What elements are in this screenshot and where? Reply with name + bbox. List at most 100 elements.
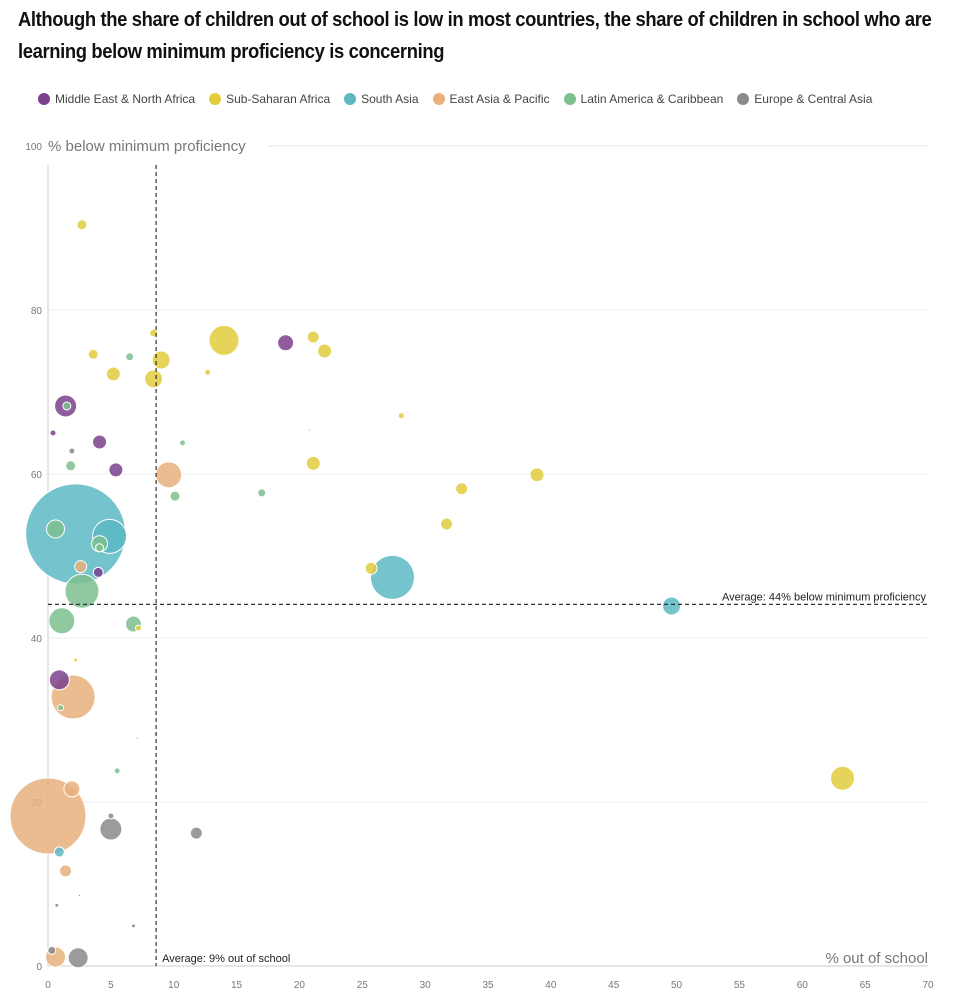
bubble-point (169, 490, 181, 502)
bubble-point (48, 607, 76, 635)
bubble-point (208, 324, 240, 356)
legend-dot-icon (38, 93, 50, 105)
bubble-point (49, 429, 57, 437)
bubble-point (179, 439, 187, 447)
legend-item[interactable]: Latin America & Caribbean (563, 92, 724, 106)
bubble-point (105, 366, 121, 382)
x-tick-label: 45 (608, 980, 620, 991)
bubble-point (99, 817, 123, 841)
bubble-point (307, 428, 312, 432)
bubble-point (59, 864, 73, 878)
bubble-point (73, 657, 79, 663)
legend-label: Middle East & North Africa (55, 92, 196, 106)
bubble-point (144, 369, 164, 389)
legend-item[interactable]: East Asia & Pacific (432, 92, 550, 106)
x-tick-label: 35 (482, 980, 494, 991)
average-x-label: Average: 9% out of school (162, 953, 290, 965)
legend-label: Sub-Saharan Africa (226, 92, 331, 106)
legend-item[interactable]: South Asia (344, 92, 419, 106)
bubble-point (306, 330, 320, 344)
bubble-point (65, 460, 77, 472)
x-tick-label: 65 (860, 980, 872, 991)
bubble-point (87, 348, 99, 360)
bubble-point (95, 543, 105, 553)
bubble-point (364, 561, 378, 575)
x-tick-label: 55 (734, 980, 746, 991)
bubble-point (257, 488, 267, 498)
y-tick-label: 0 (36, 962, 42, 973)
bubble-point (46, 519, 66, 539)
bubble-point (455, 482, 469, 496)
legend-label: Latin America & Caribbean (580, 92, 724, 106)
bubble-point (135, 624, 143, 632)
bubble-point (125, 352, 135, 362)
x-tick-label: 30 (420, 980, 432, 991)
bubble-point (113, 767, 121, 775)
legend-dot-icon (209, 93, 222, 105)
legend-dot-icon (737, 93, 750, 105)
bubble-point (317, 343, 333, 359)
bubble-point (74, 560, 88, 574)
legend-dot-icon (563, 93, 576, 105)
y-tick-label: 80 (31, 306, 43, 317)
x-axis-label: % out of school (825, 950, 928, 967)
x-tick-label: 0 (45, 980, 51, 991)
legend-item[interactable]: Europe & Central Asia (737, 92, 872, 106)
x-tick-label: 25 (357, 980, 369, 991)
bubble-point (204, 368, 212, 376)
bubble-point (440, 517, 454, 531)
bubble-point (135, 736, 139, 740)
bubble-point (62, 401, 72, 411)
legend-label: East Asia & Pacific (449, 92, 550, 106)
bubble-point (76, 219, 88, 231)
legend: Middle East & North Africa Sub-Saharan Af… (38, 92, 872, 106)
legend-label: Europe & Central Asia (754, 92, 873, 106)
average-y-label: Average: 44% below minimum proficiency (722, 591, 926, 603)
bubble-point (64, 573, 100, 609)
legend-label: South Asia (361, 92, 419, 106)
bubble-point (57, 704, 65, 712)
x-tick-label: 70 (922, 980, 934, 991)
bubble-point (107, 812, 115, 820)
bubble-point (48, 669, 70, 691)
bubble-point (9, 777, 87, 855)
x-tick-label: 50 (671, 980, 683, 991)
bubble-point (54, 902, 60, 908)
bubble-point (77, 893, 82, 898)
bubble-point (92, 434, 108, 450)
bubble-point (277, 334, 295, 352)
legend-dot-icon (432, 93, 445, 105)
y-tick-label: 40 (31, 634, 43, 645)
y-axis-label: % below minimum proficiency (48, 138, 246, 155)
bubble-point (369, 554, 415, 600)
y-tick-label: 60 (31, 470, 43, 481)
x-tick-label: 20 (294, 980, 306, 991)
x-tick-label: 60 (797, 980, 809, 991)
x-tick-label: 15 (231, 980, 243, 991)
bubble-point (53, 846, 65, 858)
bubble-point (397, 412, 405, 420)
bubble-point (63, 780, 81, 798)
bubble-point (47, 945, 57, 955)
bubble-point (68, 447, 76, 455)
x-tick-label: 40 (545, 980, 557, 991)
x-tick-label: 10 (168, 980, 180, 991)
bubble-point (67, 947, 89, 969)
legend-item[interactable]: Middle East & North Africa (38, 92, 195, 106)
bubble-point (189, 826, 203, 840)
bubble-point (92, 566, 104, 578)
chart-title: Although the share of children out of sc… (18, 9, 932, 63)
bubble-point (529, 467, 545, 483)
bubble-point (130, 923, 136, 929)
x-tick-label: 5 (108, 980, 114, 991)
bubble-point (662, 596, 682, 616)
legend-item[interactable]: Sub-Saharan Africa (209, 92, 330, 106)
bubble-point (108, 462, 124, 478)
bubble-point (155, 461, 183, 489)
y-tick-label: 100 (25, 142, 42, 153)
bubble-point (830, 765, 856, 791)
legend-dot-icon (344, 93, 357, 105)
bubble-point (151, 350, 171, 370)
bubble-point (305, 455, 321, 471)
